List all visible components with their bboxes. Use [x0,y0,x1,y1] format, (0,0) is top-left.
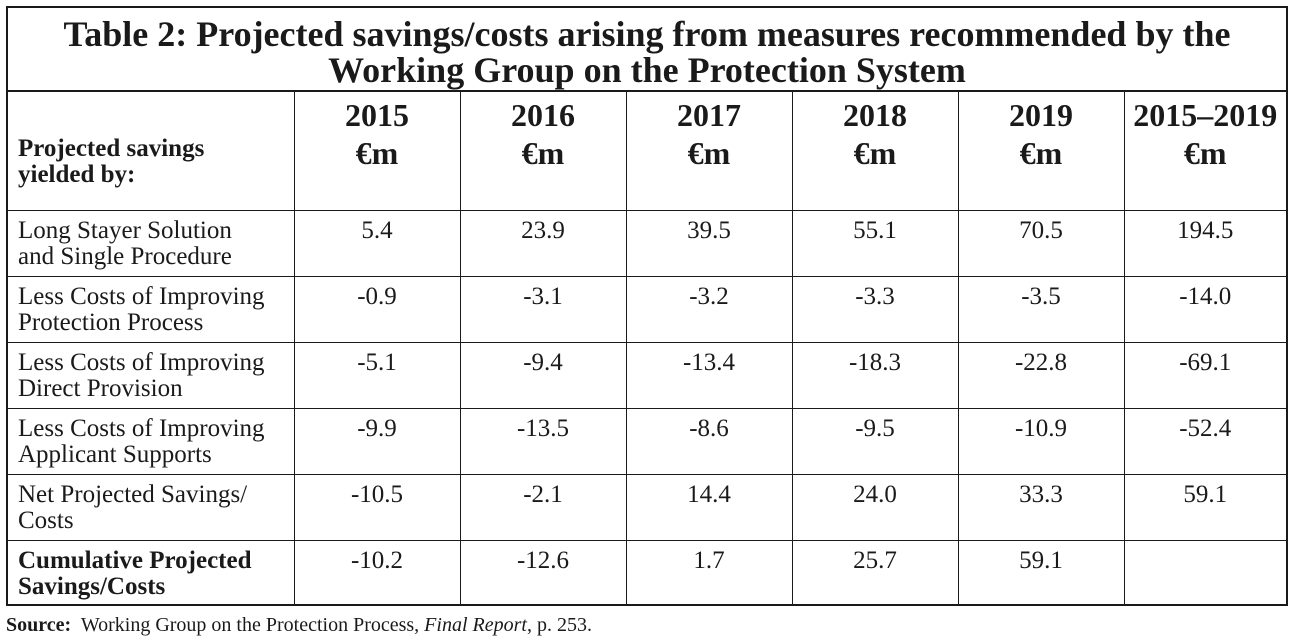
table-cell: 14.4 [625,473,793,541]
table-cell: -3.5 [957,275,1125,343]
column-year: 2015 [345,97,409,133]
column-unit: €m [1019,135,1063,171]
table-row: Cumulative Projected Savings/Costs -10.2… [8,539,1286,606]
row-label: Long Stayer Solution and Single Procedur… [8,209,295,277]
title-line-2: Working Group on the Protection System [328,50,966,90]
row-label: Less Costs of Improving Direct Provision [8,341,295,409]
column-header-2015: 2015 €m [293,92,461,211]
table-row: Long Stayer Solution and Single Procedur… [8,209,1286,277]
table-frame: Table 2: Projected savings/costs arising… [6,6,1288,606]
column-header-2016: 2016 €m [459,92,627,211]
table-cell: 33.3 [957,473,1125,541]
table-cell: -13.4 [625,341,793,409]
table-row: Less Costs of Improving Applicant Suppor… [8,407,1286,475]
column-unit: €m [1183,135,1227,171]
row-label-line-1: Long Stayer Solution [18,216,232,244]
column-year: 2016 [511,97,575,133]
column-year: 2017 [677,97,741,133]
row-label-line-1: Net Projected Savings/ [18,480,248,508]
row-label-line-2: Direct Provision [18,374,183,402]
table-cell: -3.1 [459,275,627,343]
row-label-line-1: Less Costs of Improving [18,348,265,376]
column-unit: €m [687,135,731,171]
title-line-1: Table 2: Projected savings/costs arising… [63,14,1231,54]
table-cell: -2.1 [459,473,627,541]
table-title: Table 2: Projected savings/costs arising… [8,8,1286,92]
source-report-title: Final Report [424,614,527,636]
table-cell: -0.9 [293,275,461,343]
column-header-total: 2015–2019 €m [1123,92,1286,211]
table-cell [1123,539,1286,606]
row-label-line-2: Protection Process [18,308,204,336]
column-year: 2015–2019 [1133,97,1278,133]
row-label-line-1: Less Costs of Improving [18,414,265,442]
table-cell: 23.9 [459,209,627,277]
table-cell: -10.9 [957,407,1125,475]
table-cell: -69.1 [1123,341,1286,409]
column-unit: €m [355,135,399,171]
header-row: Projected savings yielded by: 2015 €m 20… [8,92,1286,211]
table-cell: -5.1 [293,341,461,409]
table-row: Less Costs of Improving Protection Proce… [8,275,1286,343]
table-cell: 59.1 [1123,473,1286,541]
row-label-line-2: and Single Procedure [18,242,232,270]
table-cell: -8.6 [625,407,793,475]
column-header-2017: 2017 €m [625,92,793,211]
table-cell: -10.2 [293,539,461,606]
column-year: 2018 [843,97,907,133]
row-label-line-2: Costs [18,506,74,534]
row-label-header: Projected savings yielded by: [8,92,295,211]
column-unit: €m [853,135,897,171]
table-cell: -12.6 [459,539,627,606]
table-cell: -18.3 [791,341,959,409]
table-cell: 1.7 [625,539,793,606]
row-label-line-2: Savings/Costs [18,572,166,600]
source-text: Working Group on the Protection Process, [80,614,420,636]
table-cell: -22.8 [957,341,1125,409]
table-cell: -52.4 [1123,407,1286,475]
savings-table: Projected savings yielded by: 2015 €m 20… [8,92,1286,606]
table-cell: 55.1 [791,209,959,277]
row-label-header-line-2: yielded by: [18,161,136,188]
table-cell: -10.5 [293,473,461,541]
source-label: Source: [6,614,72,636]
table-cell: -9.5 [791,407,959,475]
table-cell: 70.5 [957,209,1125,277]
table-cell: 194.5 [1123,209,1286,277]
row-label: Less Costs of Improving Protection Proce… [8,275,295,343]
column-unit: €m [521,135,565,171]
table-row: Net Projected Savings/ Costs -10.5 -2.1 … [8,473,1286,541]
table-cell: -9.4 [459,341,627,409]
row-label: Less Costs of Improving Applicant Suppor… [8,407,295,475]
row-label-line-1: Cumulative Projected [18,546,252,574]
table-cell: 5.4 [293,209,461,277]
table-cell: 59.1 [957,539,1125,606]
row-label-line-2: Applicant Supports [18,440,212,468]
row-label-line-1: Less Costs of Improving [18,282,265,310]
table-row: Less Costs of Improving Direct Provision… [8,341,1286,409]
column-header-2019: 2019 €m [957,92,1125,211]
column-header-2018: 2018 €m [791,92,959,211]
source-page: , p. 253. [526,614,592,636]
row-label-header-line-1: Projected savings [18,135,205,162]
table-cell: -13.5 [459,407,627,475]
row-label: Cumulative Projected Savings/Costs [8,539,295,606]
row-label: Net Projected Savings/ Costs [8,473,295,541]
table-cell: -9.9 [293,407,461,475]
table-cell: -14.0 [1123,275,1286,343]
table-cell: 25.7 [791,539,959,606]
source-note: Source: Working Group on the Protection … [6,614,592,637]
column-year: 2019 [1009,97,1073,133]
table-cell: -3.2 [625,275,793,343]
table-cell: 39.5 [625,209,793,277]
table-cell: -3.3 [791,275,959,343]
table-cell: 24.0 [791,473,959,541]
